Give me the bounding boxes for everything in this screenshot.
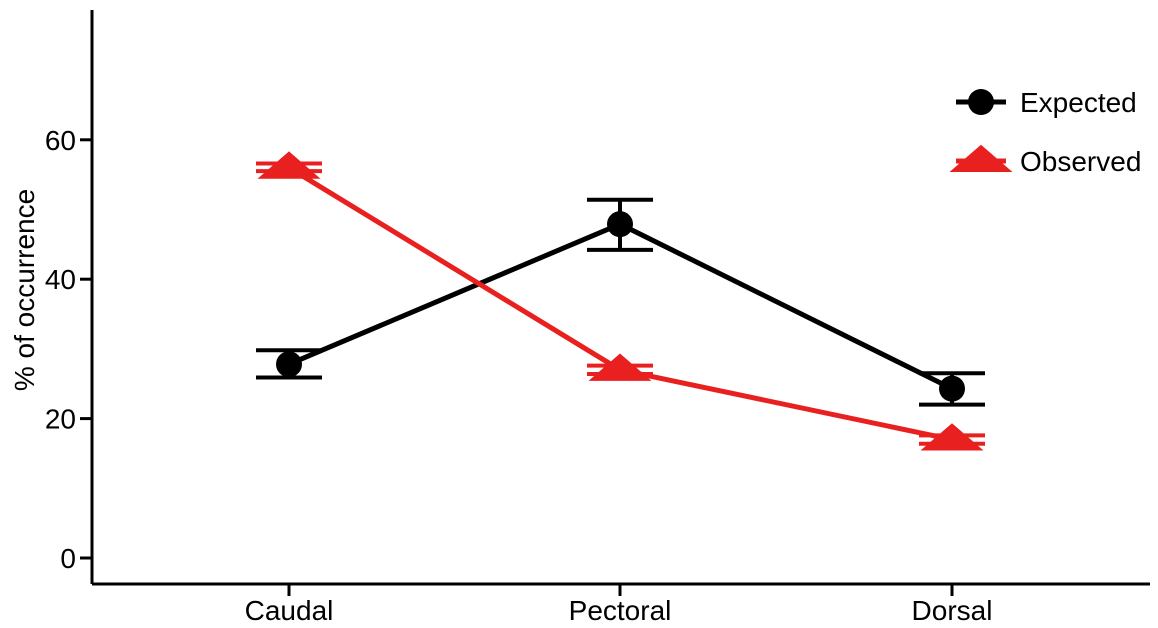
data-point <box>939 375 965 402</box>
legend: Expected Observed <box>949 87 1141 177</box>
axes: 0 20 40 60 Caudal Pectoral Dorsal % of occurr… <box>9 10 1150 626</box>
data-point <box>920 423 984 451</box>
y-tick-label: 20 <box>45 404 76 435</box>
x-ticks: Caudal Pectoral Dorsal <box>245 584 993 626</box>
legend-marker <box>949 144 1013 173</box>
data-point <box>276 351 302 378</box>
x-tick-label: Caudal <box>245 595 334 626</box>
legend-label: Expected <box>1020 87 1137 118</box>
x-tick-label: Dorsal <box>912 595 993 626</box>
series-layer <box>256 151 985 451</box>
legend-marker <box>968 89 994 115</box>
data-point <box>607 211 633 238</box>
y-tick-label: 40 <box>45 264 76 295</box>
data-point <box>588 353 652 381</box>
y-tick-label: 0 <box>60 543 76 574</box>
y-tick-label: 60 <box>45 125 76 156</box>
data-point <box>257 151 321 179</box>
series-expected <box>256 197 985 407</box>
y-ticks: 0 20 40 60 <box>45 125 92 574</box>
legend-label: Observed <box>1020 146 1141 177</box>
x-tick-label: Pectoral <box>569 595 672 626</box>
y-axis-label: % of occurrence <box>9 189 40 391</box>
series-observed <box>256 151 985 451</box>
